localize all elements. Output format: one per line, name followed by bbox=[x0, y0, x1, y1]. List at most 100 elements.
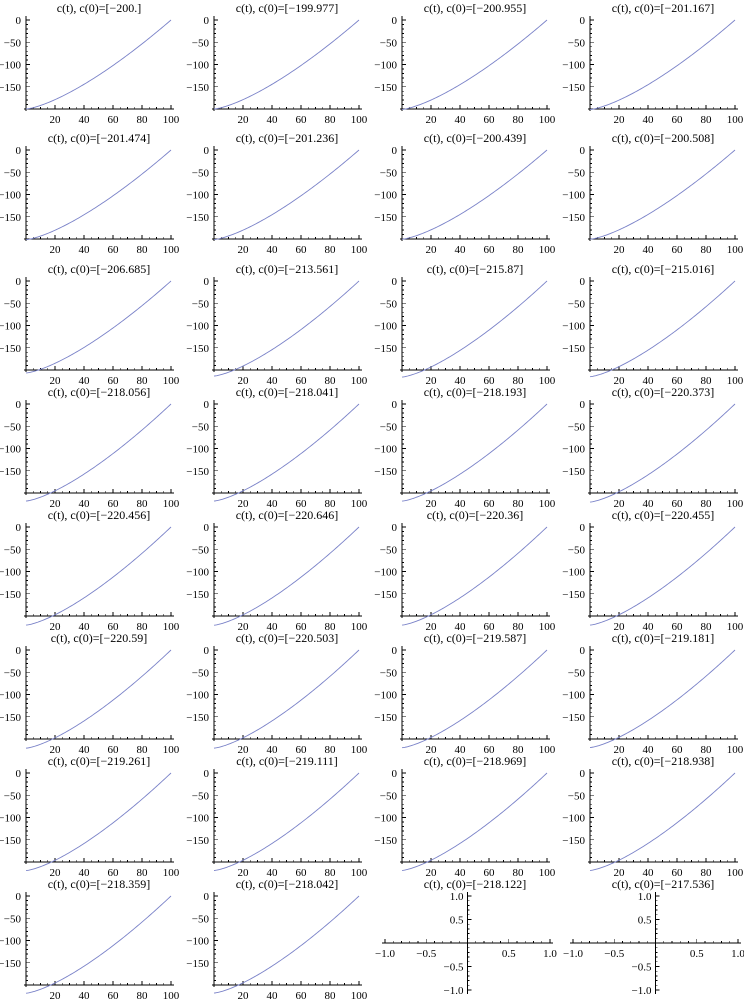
x-tick-label: 100 bbox=[351, 114, 368, 126]
x-tick-label: 20 bbox=[238, 375, 250, 387]
x-tick-label: 60 bbox=[108, 114, 120, 126]
y-tick-label: −150 bbox=[0, 712, 21, 724]
x-tick-label: 100 bbox=[351, 621, 368, 633]
x-tick-label: 80 bbox=[513, 244, 525, 256]
y-tick-label: 0 bbox=[392, 645, 398, 657]
y-tick-label: 0.5 bbox=[450, 915, 464, 927]
y-tick-label: −50 bbox=[380, 37, 398, 49]
x-tick-label: 20 bbox=[426, 114, 438, 126]
x-tick-label: 20 bbox=[50, 375, 62, 387]
y-tick-label: −50 bbox=[192, 790, 210, 802]
x-tick-label: −1.0 bbox=[563, 948, 583, 960]
y-tick-label: −100 bbox=[374, 190, 397, 202]
series-line bbox=[25, 649, 172, 749]
x-tick-label: 20 bbox=[426, 244, 438, 256]
x-tick-label: 80 bbox=[325, 114, 337, 126]
x-tick-label: 20 bbox=[426, 621, 438, 633]
x-tick-label: 80 bbox=[325, 375, 337, 387]
y-tick-label: 0 bbox=[580, 276, 586, 288]
x-tick-label: 100 bbox=[163, 867, 180, 879]
panel: c(t), c(0)=[−220.503] 20 40 60 80 100 0 −50 −100… bbox=[186, 631, 367, 756]
x-tick-label: 40 bbox=[267, 867, 279, 879]
series-line bbox=[25, 280, 172, 374]
y-tick-label: 0 bbox=[204, 276, 210, 288]
y-tick-label: 0 bbox=[204, 891, 210, 903]
x-tick-label: 40 bbox=[455, 867, 467, 879]
y-tick-label: −100 bbox=[562, 690, 585, 702]
panel-title: c(t), c(0)=[−218.359] bbox=[48, 877, 151, 891]
x-tick-label: 1.0 bbox=[543, 948, 557, 960]
y-tick-label: −50 bbox=[4, 37, 22, 49]
x-tick-label: 60 bbox=[296, 867, 308, 879]
x-tick-label: 60 bbox=[672, 744, 684, 756]
y-tick-label: 0 bbox=[16, 891, 22, 903]
panel-title: c(t), c(0)=[−215.87] bbox=[427, 262, 524, 276]
x-tick-label: 20 bbox=[614, 744, 626, 756]
x-tick-label: 60 bbox=[484, 498, 496, 510]
panel-title: c(t), c(0)=[−200.955] bbox=[424, 1, 527, 15]
x-tick-label: 40 bbox=[455, 744, 467, 756]
y-tick-label: 1.0 bbox=[638, 891, 652, 903]
y-tick-label: 0 bbox=[392, 145, 398, 157]
panel-title: c(t), c(0)=[−200.508] bbox=[612, 131, 715, 145]
panel-title: c(t), c(0)=[−220.455] bbox=[612, 508, 715, 522]
x-tick-label: 100 bbox=[163, 621, 180, 633]
y-tick-label: −100 bbox=[186, 567, 209, 579]
x-tick-label: 100 bbox=[727, 867, 744, 879]
x-tick-label: 60 bbox=[296, 375, 308, 387]
x-tick-label: 20 bbox=[50, 621, 62, 633]
y-tick-label: −50 bbox=[4, 298, 22, 310]
y-tick-label: −50 bbox=[380, 167, 398, 179]
x-tick-label: 20 bbox=[614, 375, 626, 387]
panel-title: c(t), c(0)=[−215.016] bbox=[612, 262, 715, 276]
y-tick-label: 0 bbox=[16, 276, 22, 288]
y-tick-label: −100 bbox=[562, 813, 585, 825]
x-tick-label: 0.5 bbox=[690, 948, 704, 960]
y-tick-label: 0.5 bbox=[638, 915, 652, 927]
panel: c(t), c(0)=[−213.561] 20 40 60 80 100 0 −50 −100… bbox=[186, 262, 367, 387]
x-tick-label: 100 bbox=[727, 621, 744, 633]
y-tick-label: −150 bbox=[0, 466, 21, 478]
x-tick-label: 100 bbox=[539, 375, 556, 387]
x-tick-label: 80 bbox=[701, 867, 713, 879]
panel: c(t), c(0)=[−218.969] 20 40 60 80 100 0 −50 −100… bbox=[374, 754, 555, 879]
panel-title: c(t), c(0)=[−217.536] bbox=[612, 877, 715, 891]
x-tick-label: 20 bbox=[50, 744, 62, 756]
panel-title: c(t), c(0)=[−219.181] bbox=[612, 631, 715, 645]
x-tick-label: 60 bbox=[296, 114, 308, 126]
x-tick-label: 80 bbox=[137, 867, 149, 879]
y-tick-label: −50 bbox=[380, 421, 398, 433]
x-tick-label: 100 bbox=[539, 498, 556, 510]
series-line bbox=[213, 526, 360, 626]
y-tick-label: −150 bbox=[0, 82, 21, 94]
series-line bbox=[25, 526, 172, 626]
panel: c(t), c(0)=[−218.056] 20 40 60 80 100 0 −50 −100… bbox=[0, 385, 180, 510]
x-tick-label: 100 bbox=[351, 498, 368, 510]
x-tick-label: 60 bbox=[672, 375, 684, 387]
y-tick-label: −100 bbox=[562, 321, 585, 333]
x-tick-label: 40 bbox=[79, 867, 91, 879]
x-tick-label: 100 bbox=[351, 244, 368, 256]
y-tick-label: 0 bbox=[392, 522, 398, 534]
panel: c(t), c(0)=[−200.508] 20 40 60 80 100 0 −50 −100… bbox=[562, 131, 743, 256]
x-tick-label: 40 bbox=[455, 498, 467, 510]
x-tick-label: 20 bbox=[614, 244, 626, 256]
x-tick-label: 40 bbox=[267, 375, 279, 387]
x-tick-label: 40 bbox=[643, 744, 655, 756]
y-tick-label: −100 bbox=[0, 190, 21, 202]
x-tick-label: 80 bbox=[701, 375, 713, 387]
series-line bbox=[213, 772, 360, 871]
x-tick-label: 60 bbox=[108, 498, 120, 510]
x-tick-label: 80 bbox=[325, 744, 337, 756]
x-tick-label: −0.5 bbox=[604, 948, 624, 960]
panel: c(t), c(0)=[−200.] 20 40 60 80 100 0 −50 −100 −15… bbox=[0, 1, 180, 126]
x-tick-label: 40 bbox=[79, 990, 91, 1002]
y-tick-label: −50 bbox=[380, 298, 398, 310]
series-line bbox=[401, 649, 548, 749]
x-tick-label: 100 bbox=[163, 114, 180, 126]
x-tick-label: 80 bbox=[325, 244, 337, 256]
y-tick-label: −50 bbox=[192, 544, 210, 556]
x-tick-label: 80 bbox=[325, 498, 337, 510]
